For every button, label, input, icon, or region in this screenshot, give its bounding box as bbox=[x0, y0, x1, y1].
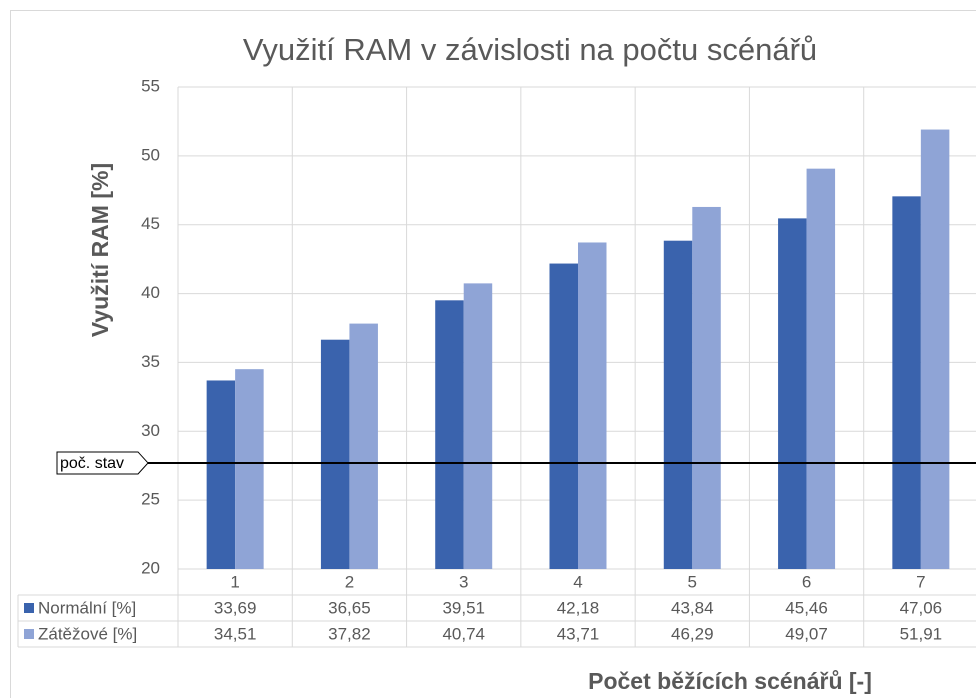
x-tick-label: 7 bbox=[916, 572, 925, 591]
table-value: 33,69 bbox=[214, 598, 257, 617]
y-tick-label: 25 bbox=[141, 490, 160, 509]
legend-label: Normální [%] bbox=[38, 598, 136, 617]
x-tick-label: 3 bbox=[459, 572, 468, 591]
x-tick-label: 4 bbox=[573, 572, 582, 591]
bar bbox=[463, 283, 493, 569]
bar bbox=[320, 339, 350, 569]
table-value: 45,46 bbox=[785, 598, 828, 617]
table-value: 34,51 bbox=[214, 624, 257, 643]
y-tick-label: 45 bbox=[141, 214, 160, 233]
bar bbox=[349, 323, 378, 569]
x-tick-label: 2 bbox=[345, 572, 354, 591]
table-value: 51,91 bbox=[900, 624, 943, 643]
bar bbox=[920, 129, 950, 569]
y-tick-label: 55 bbox=[141, 76, 160, 95]
y-tick-label: 50 bbox=[141, 145, 160, 164]
y-tick-label: 40 bbox=[141, 283, 160, 302]
table-value: 37,82 bbox=[328, 624, 371, 643]
table-value: 43,84 bbox=[671, 598, 714, 617]
bar bbox=[549, 263, 578, 569]
table-value: 39,51 bbox=[442, 598, 485, 617]
bar bbox=[892, 196, 921, 569]
legend-swatch bbox=[24, 629, 34, 639]
table-value: 46,29 bbox=[671, 624, 714, 643]
bar bbox=[778, 218, 807, 569]
y-tick-label: 35 bbox=[141, 352, 160, 371]
table-value: 47,06 bbox=[900, 598, 943, 617]
x-tick-label: 5 bbox=[688, 572, 697, 591]
bar bbox=[578, 242, 607, 569]
chart-title: Využití RAM v závislosti na počtu scénář… bbox=[243, 32, 817, 67]
table-value: 36,65 bbox=[328, 598, 371, 617]
y-tick-label: 30 bbox=[141, 421, 160, 440]
y-tick-label: 20 bbox=[141, 558, 160, 577]
table-value: 43,71 bbox=[557, 624, 600, 643]
x-tick-label: 1 bbox=[230, 572, 239, 591]
table-value: 40,74 bbox=[442, 624, 485, 643]
bar bbox=[663, 240, 693, 569]
table-value: 49,07 bbox=[785, 624, 828, 643]
x-axis-label: Počet běžících scénářů [-] bbox=[588, 668, 872, 694]
bar bbox=[235, 369, 264, 569]
y-axis-label: Využití RAM [%] bbox=[87, 163, 113, 337]
legend-label: Zátěžové [%] bbox=[38, 624, 137, 643]
x-tick-label: 6 bbox=[802, 572, 811, 591]
reference-label: poč. stav bbox=[60, 455, 124, 472]
reference-label-box bbox=[56, 451, 149, 475]
bar bbox=[435, 300, 464, 569]
legend-swatch bbox=[24, 603, 34, 613]
bar bbox=[206, 380, 236, 569]
bar bbox=[806, 168, 836, 570]
bar bbox=[692, 206, 721, 569]
table-value: 42,18 bbox=[557, 598, 600, 617]
